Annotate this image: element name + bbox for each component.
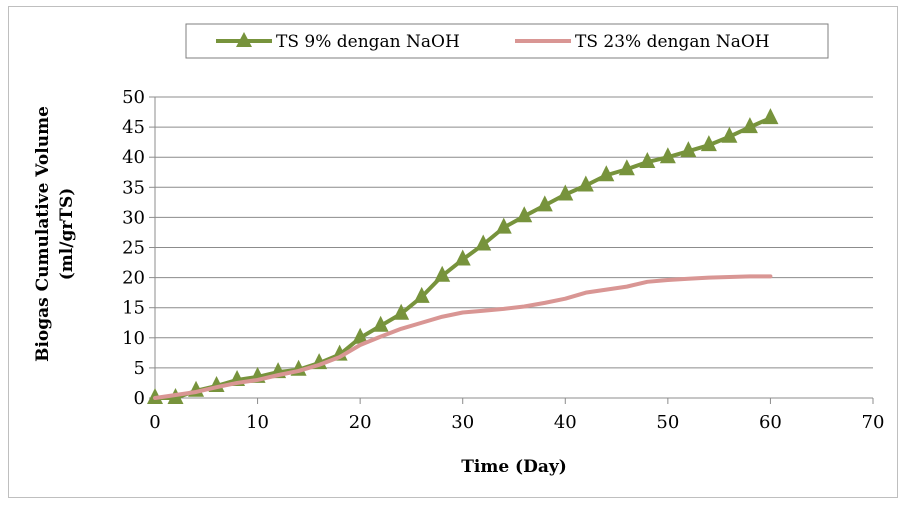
y-tick-label: 50: [122, 87, 145, 108]
y-tick-label: 45: [122, 117, 145, 138]
data-point-marker: [434, 265, 451, 282]
x-tick-label: 40: [554, 412, 577, 433]
x-tick-label: 70: [862, 412, 885, 433]
legend-label-ts9: TS 9% dengan NaOH: [276, 32, 460, 52]
chart-frame: [8, 6, 898, 498]
x-tick-label: 20: [349, 412, 372, 433]
tick-labels: 0 5 10 15 20 25 30 35 40 45 50 0 10 20 30 40 50 60 70: [122, 87, 884, 433]
data-point-marker: [598, 165, 615, 182]
data-point-marker: [721, 126, 738, 143]
data-point-marker: [577, 175, 594, 192]
legend-triangle-marker: [236, 32, 252, 47]
data-point-marker: [618, 159, 635, 176]
data-point-marker: [495, 217, 512, 234]
x-axis-title: Time (Day): [461, 457, 567, 477]
data-point-marker: [393, 303, 410, 320]
x-tick-label: 30: [451, 412, 474, 433]
y-tick-label: 40: [122, 147, 145, 168]
y-tick-label: 25: [122, 238, 145, 259]
data-point-marker: [536, 195, 553, 212]
series-line-1: [153, 274, 773, 400]
x-tick-label: 50: [656, 412, 679, 433]
legend-item-ts9: TS 9% dengan NaOH: [216, 32, 460, 52]
series-lines: [147, 108, 779, 404]
legend-box: [185, 23, 829, 59]
y-tick-label: 0: [134, 388, 145, 409]
data-point-marker: [516, 206, 533, 223]
y-axis-title-line2: (ml/grTS): [57, 188, 77, 281]
data-point-marker: [475, 234, 492, 251]
data-point-marker: [680, 141, 697, 158]
data-point-marker: [413, 286, 430, 303]
data-point-marker: [639, 152, 656, 169]
data-point-marker: [454, 249, 471, 266]
data-point-marker: [741, 117, 758, 134]
data-point-marker: [557, 184, 574, 201]
y-tick-label: 30: [122, 207, 145, 228]
x-tick-label: 60: [759, 412, 782, 433]
y-axis-title-line1: Biogas Cumulative Volume: [33, 106, 53, 362]
x-tick-label: 0: [149, 412, 160, 433]
gridlines: [155, 96, 873, 369]
y-tick-label: 10: [122, 328, 145, 349]
axes: [149, 96, 874, 404]
data-point-marker: [659, 147, 676, 164]
x-tick-label: 10: [246, 412, 269, 433]
y-axis-title: Biogas Cumulative Volume (ml/grTS): [33, 106, 77, 362]
data-point-marker: [352, 327, 369, 344]
y-tick-label: 5: [134, 358, 145, 379]
legend-label-ts23: TS 23% dengan NaOH: [575, 32, 770, 52]
data-point-marker: [372, 315, 389, 332]
y-tick-label: 20: [122, 268, 145, 289]
legend-item-ts23: TS 23% dengan NaOH: [515, 32, 770, 52]
data-point-marker: [762, 108, 779, 125]
legend: TS 9% dengan NaOH TS 23% dengan NaOH: [185, 23, 829, 59]
y-tick-label: 15: [122, 298, 145, 319]
data-point-marker: [700, 135, 717, 152]
y-tick-label: 35: [122, 177, 145, 198]
